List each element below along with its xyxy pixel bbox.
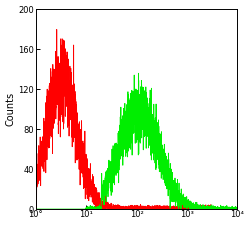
Y-axis label: Counts: Counts (6, 92, 16, 126)
